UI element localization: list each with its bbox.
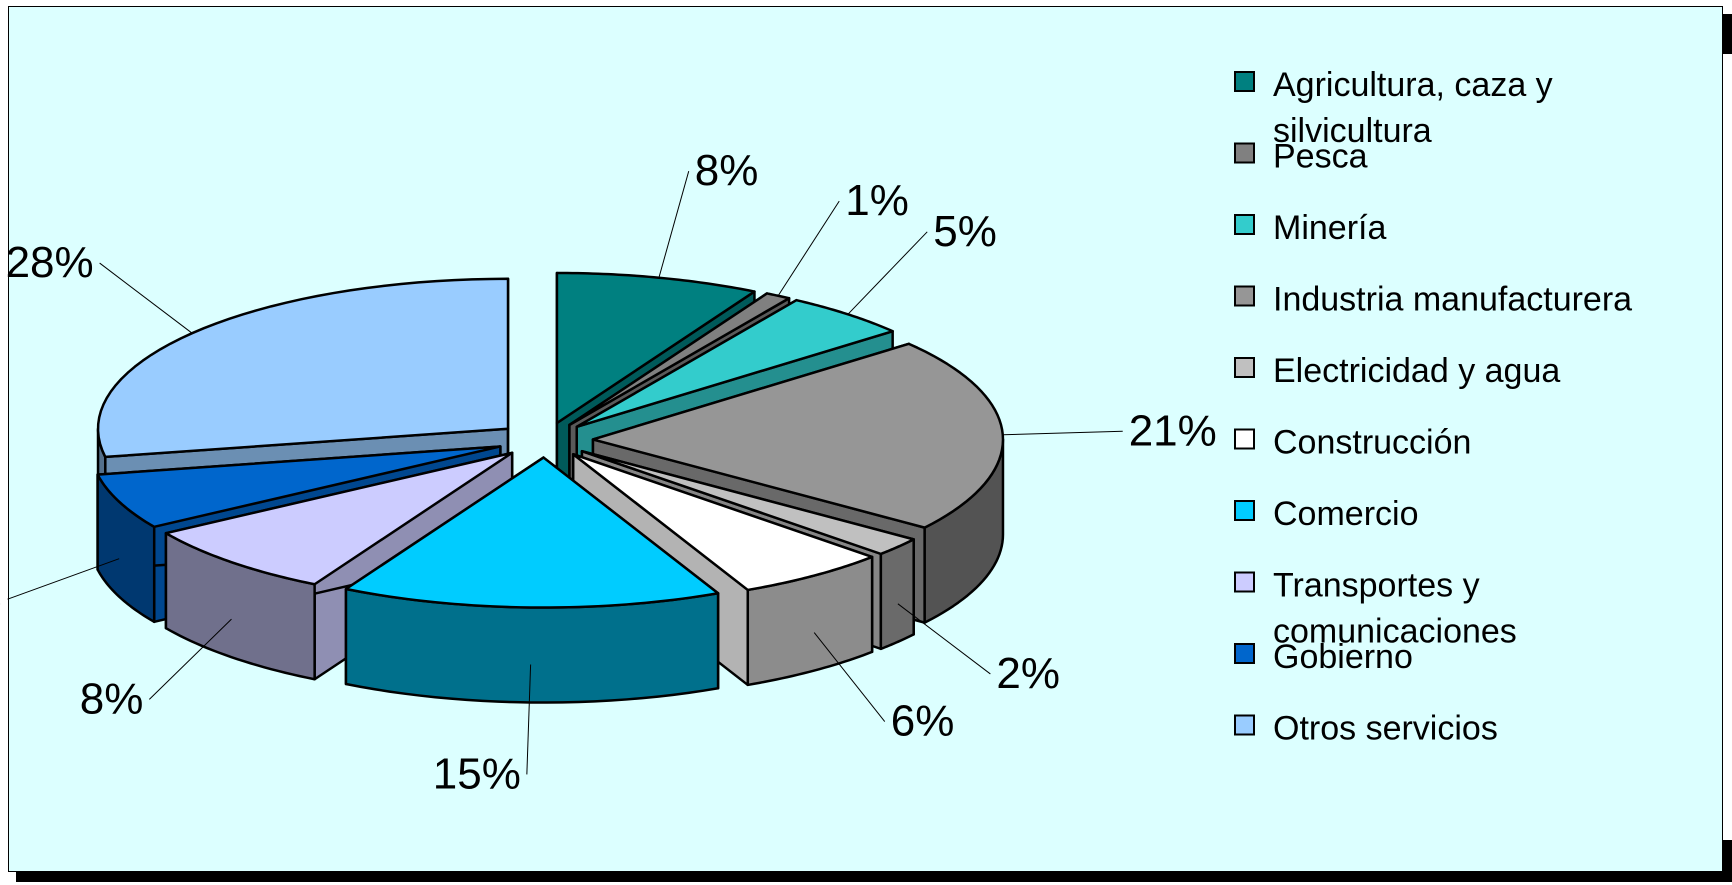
pie-slice <box>344 456 720 704</box>
legend-label: Electricidad y agua <box>1273 352 1560 390</box>
leader-line <box>7 558 120 600</box>
pie-slice-outer-wall <box>879 538 915 651</box>
leader-line <box>148 618 232 700</box>
pie-slice-top <box>344 456 720 609</box>
data-label: 8% <box>80 674 144 723</box>
legend-label: Pesca <box>1273 138 1368 176</box>
legend-swatch <box>1234 500 1255 521</box>
leader-line <box>813 632 886 722</box>
legend-label: comunicaciones <box>1273 613 1517 651</box>
legend-swatch <box>1234 71 1255 92</box>
legend-swatch <box>1234 714 1255 736</box>
legend-swatch <box>1234 357 1255 378</box>
leader-line <box>1002 430 1123 436</box>
pie-slice-top <box>575 298 894 429</box>
pie-slice-top <box>571 452 874 592</box>
frame-shadow <box>16 872 1732 882</box>
legend-item: Electricidad y agua <box>1234 352 1560 390</box>
pie-slice-top <box>96 277 510 459</box>
data-label: 6% <box>891 697 955 746</box>
data-label: 15% <box>433 749 521 798</box>
legend-label: Transportes y <box>1273 567 1480 605</box>
legend-item: Otros servicios <box>1234 710 1498 748</box>
pie-slice-top <box>96 445 502 529</box>
data-label: 21% <box>1129 406 1217 455</box>
legend-label: Industria manufacturera <box>1273 281 1632 319</box>
legend-swatch <box>1234 214 1255 235</box>
leader-line <box>658 171 690 278</box>
leader-line <box>897 603 991 675</box>
pie-slice-top <box>591 342 1005 529</box>
pie-slice-top <box>164 451 514 586</box>
legend-label: Construcción <box>1273 424 1471 462</box>
data-label: 5% <box>933 207 997 256</box>
frame-shadow <box>1723 14 1732 54</box>
legend-item: Gobierno <box>1234 638 1413 676</box>
legend-item: Industria manufacturera <box>1234 281 1632 319</box>
legend-swatch <box>1234 285 1255 307</box>
data-label: 1% <box>845 176 909 225</box>
pie-slice-top <box>580 449 915 556</box>
legend-item: Comercio <box>1234 495 1418 533</box>
leader-line <box>526 664 532 775</box>
legend-item: Minería <box>1234 209 1386 247</box>
legend-swatch <box>1234 643 1255 664</box>
data-label: 8% <box>695 146 759 195</box>
legend-label: Agricultura, caza y <box>1273 66 1553 104</box>
legend-label: Comercio <box>1273 495 1418 533</box>
data-label: 2% <box>996 649 1060 698</box>
legend-label: Gobierno <box>1273 638 1413 676</box>
data-label: 28% <box>6 238 94 287</box>
legend-item: Agricultura, caza y silvicultura <box>1234 66 1553 150</box>
legend-swatch <box>1234 142 1255 164</box>
legend-swatch <box>1234 428 1255 450</box>
legend-label: silvicultura <box>1273 112 1432 150</box>
legend-item: Pesca <box>1234 138 1368 176</box>
leader-line <box>847 231 928 315</box>
legend-label: Minería <box>1273 209 1386 247</box>
frame-shadow <box>1723 840 1732 882</box>
leader-line <box>777 200 840 297</box>
legend-item: Construcción <box>1234 424 1471 462</box>
data-label: 6% <box>0 574 2 623</box>
legend-swatch <box>1234 571 1255 593</box>
leader-line <box>99 262 193 334</box>
legend-item: Transportes y comunicaciones <box>1234 567 1517 651</box>
legend-label: Otros servicios <box>1273 710 1498 748</box>
